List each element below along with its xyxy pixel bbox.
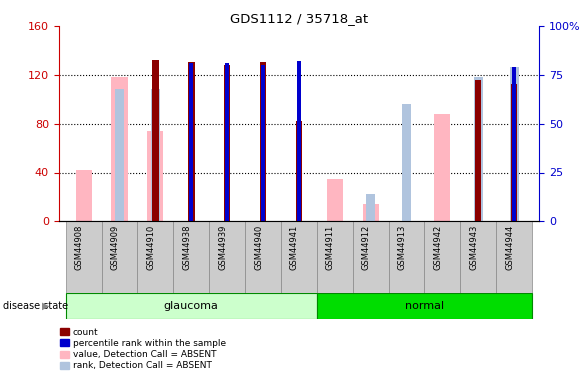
Bar	[245, 221, 281, 292]
Bar	[66, 292, 317, 319]
Text: disease state: disease state	[3, 301, 68, 310]
Bar	[475, 80, 481, 221]
Bar	[173, 221, 209, 292]
Bar	[76, 170, 92, 221]
Bar	[389, 221, 424, 292]
Text: GSM44912: GSM44912	[362, 225, 370, 270]
Bar	[434, 114, 451, 221]
Bar	[510, 67, 519, 221]
Title: GDS1112 / 35718_at: GDS1112 / 35718_at	[230, 12, 368, 25]
Text: glaucoma: glaucoma	[164, 301, 219, 310]
Text: GSM44942: GSM44942	[433, 225, 442, 270]
Bar	[460, 221, 496, 292]
Bar	[366, 194, 375, 221]
Text: GSM44938: GSM44938	[182, 225, 191, 270]
Text: ▶: ▶	[42, 301, 50, 310]
Text: GSM44909: GSM44909	[111, 225, 120, 270]
Text: GSM44939: GSM44939	[218, 225, 227, 270]
Bar	[424, 221, 460, 292]
Bar	[297, 62, 301, 221]
Bar	[317, 221, 353, 292]
Bar	[138, 221, 173, 292]
Text: GSM44913: GSM44913	[397, 225, 407, 270]
Text: GSM44911: GSM44911	[326, 225, 335, 270]
Bar	[496, 221, 532, 292]
Bar	[512, 67, 516, 221]
Bar	[188, 62, 195, 221]
Bar	[326, 178, 343, 221]
Bar	[147, 131, 163, 221]
Bar	[511, 84, 517, 221]
Bar	[260, 62, 266, 221]
Text: GSM44908: GSM44908	[74, 225, 84, 270]
Text: GSM44940: GSM44940	[254, 225, 263, 270]
Text: GSM44910: GSM44910	[146, 225, 155, 270]
Legend: count, percentile rank within the sample, value, Detection Call = ABSENT, rank, : count, percentile rank within the sample…	[60, 328, 226, 370]
Bar	[281, 221, 317, 292]
Bar	[261, 65, 265, 221]
Bar	[224, 65, 230, 221]
Bar	[101, 221, 138, 292]
Bar	[353, 221, 389, 292]
Text: GSM44943: GSM44943	[469, 225, 478, 270]
Bar	[225, 63, 229, 221]
Bar	[115, 88, 124, 221]
Bar	[363, 204, 379, 221]
Bar	[295, 122, 302, 221]
Bar	[151, 88, 160, 221]
Bar	[189, 63, 193, 221]
Bar	[111, 78, 128, 221]
Bar	[402, 104, 411, 221]
Bar	[209, 221, 245, 292]
Text: GSM44941: GSM44941	[290, 225, 299, 270]
Bar	[317, 292, 532, 319]
Text: GSM44944: GSM44944	[505, 225, 514, 270]
Text: normal: normal	[405, 301, 444, 310]
Bar	[66, 221, 101, 292]
Bar	[473, 77, 483, 221]
Bar	[152, 60, 159, 221]
